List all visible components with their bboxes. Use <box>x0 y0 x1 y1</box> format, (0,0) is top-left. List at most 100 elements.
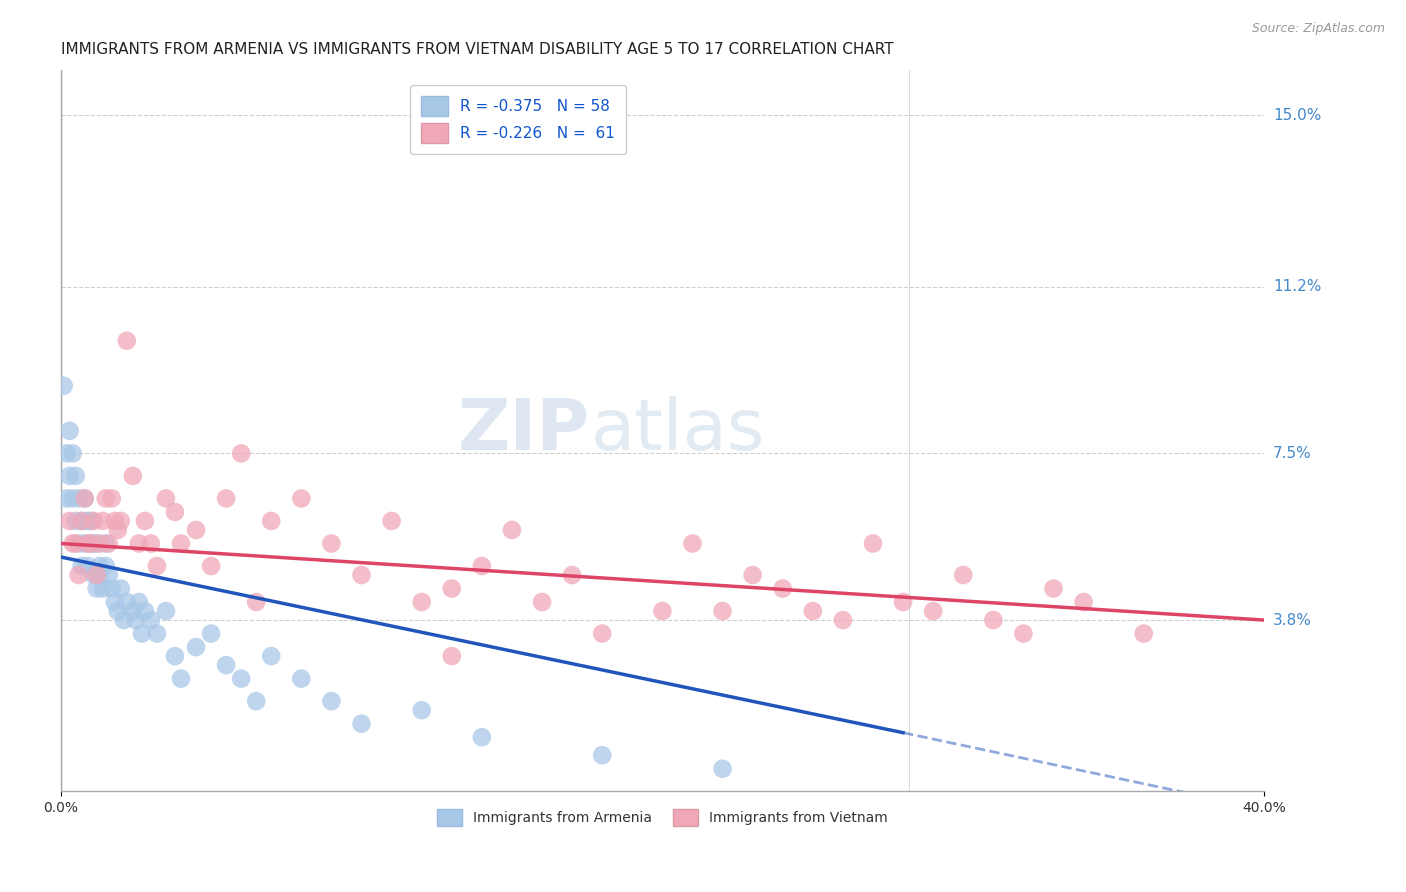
Point <box>97 536 120 550</box>
Point <box>115 595 138 609</box>
Point <box>139 536 162 550</box>
Point <box>70 514 93 528</box>
Point <box>67 491 90 506</box>
Point <box>104 514 127 528</box>
Point <box>59 424 82 438</box>
Point <box>112 613 135 627</box>
Point <box>155 491 177 506</box>
Point <box>59 469 82 483</box>
Point <box>65 469 87 483</box>
Point <box>260 514 283 528</box>
Text: ZIP: ZIP <box>458 396 591 466</box>
Point <box>52 379 75 393</box>
Point <box>67 536 90 550</box>
Point <box>128 595 150 609</box>
Point <box>801 604 824 618</box>
Legend: Immigrants from Armenia, Immigrants from Vietnam: Immigrants from Armenia, Immigrants from… <box>429 800 896 835</box>
Point <box>125 613 148 627</box>
Point <box>94 491 117 506</box>
Point <box>73 536 96 550</box>
Point <box>115 334 138 348</box>
Point <box>94 559 117 574</box>
Point <box>91 582 114 596</box>
Point <box>80 536 103 550</box>
Point <box>411 703 433 717</box>
Point <box>1133 626 1156 640</box>
Point <box>134 514 156 528</box>
Point <box>200 626 222 640</box>
Point <box>231 672 253 686</box>
Point <box>862 536 884 550</box>
Point <box>170 536 193 550</box>
Point <box>67 568 90 582</box>
Point <box>170 672 193 686</box>
Point <box>245 595 267 609</box>
Point <box>231 446 253 460</box>
Point <box>741 568 763 582</box>
Point <box>163 505 186 519</box>
Point <box>83 568 105 582</box>
Point <box>55 491 77 506</box>
Text: 7.5%: 7.5% <box>1274 446 1312 461</box>
Point <box>65 536 87 550</box>
Point <box>983 613 1005 627</box>
Point <box>350 568 373 582</box>
Point <box>711 604 734 618</box>
Point <box>80 536 103 550</box>
Point <box>411 595 433 609</box>
Point <box>86 568 108 582</box>
Point <box>471 559 494 574</box>
Point <box>591 748 613 763</box>
Point <box>104 595 127 609</box>
Point <box>1073 595 1095 609</box>
Point <box>146 559 169 574</box>
Point <box>65 514 87 528</box>
Point <box>321 694 343 708</box>
Point <box>215 491 238 506</box>
Point <box>100 582 122 596</box>
Point <box>561 568 583 582</box>
Point <box>711 762 734 776</box>
Point <box>128 536 150 550</box>
Point <box>107 604 129 618</box>
Point <box>245 694 267 708</box>
Point <box>76 536 98 550</box>
Point <box>76 559 98 574</box>
Point <box>139 613 162 627</box>
Point <box>440 649 463 664</box>
Text: IMMIGRANTS FROM ARMENIA VS IMMIGRANTS FROM VIETNAM DISABILITY AGE 5 TO 17 CORREL: IMMIGRANTS FROM ARMENIA VS IMMIGRANTS FR… <box>60 42 893 57</box>
Point <box>184 523 207 537</box>
Point <box>121 604 143 618</box>
Point <box>832 613 855 627</box>
Point <box>591 626 613 640</box>
Point <box>83 536 105 550</box>
Text: atlas: atlas <box>591 396 765 466</box>
Point <box>107 523 129 537</box>
Point <box>86 536 108 550</box>
Point <box>290 491 312 506</box>
Point <box>89 559 111 574</box>
Point <box>321 536 343 550</box>
Point <box>89 568 111 582</box>
Point <box>110 514 132 528</box>
Point <box>62 536 84 550</box>
Text: 3.8%: 3.8% <box>1274 613 1312 628</box>
Point <box>62 446 84 460</box>
Text: 15.0%: 15.0% <box>1274 108 1322 123</box>
Point <box>682 536 704 550</box>
Text: Source: ZipAtlas.com: Source: ZipAtlas.com <box>1251 22 1385 36</box>
Point <box>350 716 373 731</box>
Point <box>110 582 132 596</box>
Point <box>73 491 96 506</box>
Point <box>146 626 169 640</box>
Point <box>440 582 463 596</box>
Point <box>922 604 945 618</box>
Point <box>952 568 974 582</box>
Point <box>381 514 404 528</box>
Point <box>471 730 494 744</box>
Point <box>76 514 98 528</box>
Point <box>91 514 114 528</box>
Point <box>80 514 103 528</box>
Point <box>100 491 122 506</box>
Point <box>97 568 120 582</box>
